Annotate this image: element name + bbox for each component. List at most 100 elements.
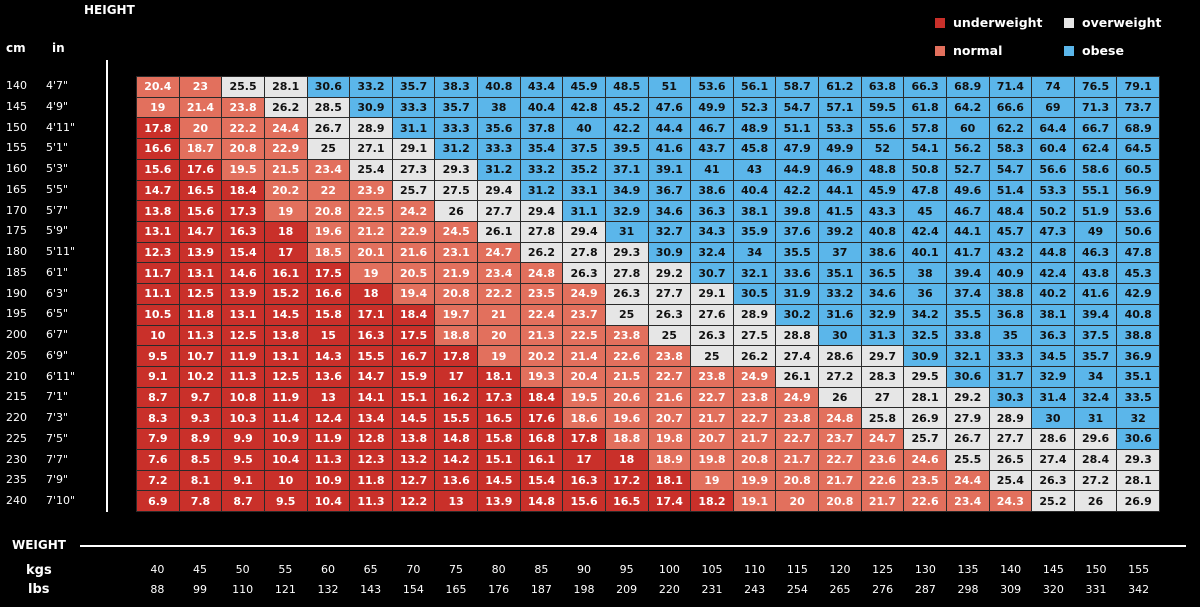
- bmi-cell-obese: 38.8: [989, 284, 1032, 304]
- bmi-cell-obese: 45: [904, 201, 946, 221]
- bmi-cell-normal: 23.8: [733, 387, 776, 408]
- bmi-cell-obese: 35.5: [946, 304, 989, 325]
- bmi-cell-underweight: 13.1: [264, 346, 307, 366]
- legend-label: underweight: [953, 15, 1043, 30]
- bmi-cell-obese: 71.3: [1074, 97, 1117, 118]
- height-cm-label: 210: [6, 369, 27, 383]
- bmi-cell-normal: 22.7: [819, 449, 861, 470]
- bmi-cell-underweight: 7.8: [179, 491, 222, 511]
- bmi-cell-obese: 35: [989, 325, 1032, 346]
- bmi-cell-obese: 42.8: [563, 97, 605, 118]
- weight-lbs-label: 187: [530, 583, 552, 596]
- bmi-cell-obese: 31.7: [989, 366, 1032, 387]
- height-in-label: 5'1": [46, 141, 69, 155]
- bmi-cell-overweight: 25.7: [904, 429, 946, 449]
- bmi-cell-underweight: 15.6: [563, 491, 605, 511]
- bmi-cell-overweight: 28.1: [1117, 470, 1159, 491]
- bmi-cell-underweight: 17: [435, 366, 477, 387]
- weight-lbs-label: 298: [957, 583, 979, 596]
- bmi-cell-obese: 49: [1074, 221, 1117, 242]
- bmi-cell-obese: 47.3: [1032, 221, 1074, 242]
- bmi-cell-normal: 18.9: [648, 449, 691, 470]
- bmi-cell-obese: 42.4: [1032, 263, 1074, 284]
- bmi-cell-obese: 32.9: [1032, 366, 1074, 387]
- weight-lbs-label: 198: [573, 583, 595, 596]
- bmi-cell-overweight: 27.2: [1074, 470, 1117, 491]
- bmi-cell-obese: 32.7: [648, 221, 691, 242]
- bmi-cell-underweight: 16.1: [520, 449, 563, 470]
- bmi-cell-normal: 20.8: [733, 449, 776, 470]
- bmi-cell-obese: 44.9: [776, 159, 818, 180]
- bmi-cell-normal: 23.5: [520, 284, 563, 304]
- weight-axis-title: WEIGHT: [12, 538, 66, 552]
- weight-lbs-label: 121: [274, 583, 296, 596]
- bmi-cell-underweight: 17.8: [435, 346, 477, 366]
- bmi-cell-normal: 21.2: [350, 221, 392, 242]
- bmi-cell-obese: 58.6: [1074, 159, 1117, 180]
- weight-lbs-label: 110: [232, 583, 254, 596]
- weight-lbs-label: 99: [192, 583, 207, 596]
- bmi-cell-obese: 38.6: [861, 242, 904, 263]
- bmi-cell-normal: 24.9: [563, 284, 605, 304]
- legend-normal: normal: [935, 43, 1002, 58]
- bmi-cell-obese: 36.7: [648, 180, 691, 201]
- bmi-cell-obese: 46.3: [1074, 242, 1117, 263]
- bmi-cell-normal: 23.8: [691, 366, 733, 387]
- bmi-cell-normal: 24.7: [861, 429, 904, 449]
- bmi-cell-normal: 24.2: [392, 201, 435, 221]
- bmi-cell-obese: 37.6: [776, 221, 818, 242]
- weight-kg-label: 130: [914, 563, 936, 576]
- weight-kg-label: 150: [1085, 563, 1107, 576]
- bmi-cell-underweight: 10.8: [222, 387, 264, 408]
- bmi-cell-obese: 38: [478, 97, 520, 118]
- bmi-cell-underweight: 11.9: [307, 429, 350, 449]
- bmi-cell-overweight: 25.5: [222, 77, 264, 97]
- normal-swatch: [935, 45, 945, 56]
- height-in-label: 6'7": [46, 328, 69, 342]
- bmi-cell-underweight: 13: [307, 387, 350, 408]
- bmi-cell-overweight: 29.4: [478, 180, 520, 201]
- legend-underweight: underweight: [935, 15, 1043, 30]
- in-unit-label: in: [52, 41, 65, 55]
- bmi-cell-obese: 39.2: [819, 221, 861, 242]
- bmi-cell-overweight: 26.9: [1117, 491, 1159, 511]
- bmi-cell-underweight: 11.4: [264, 408, 307, 429]
- bmi-cell-normal: 24.8: [520, 263, 563, 284]
- bmi-cell-underweight: 15.6: [179, 201, 222, 221]
- bmi-cell-overweight: 28.9: [733, 304, 776, 325]
- kgs-unit-label: kgs: [26, 563, 52, 578]
- bmi-cell-normal: 19.8: [648, 429, 691, 449]
- bmi-cell-overweight: 27.8: [605, 263, 648, 284]
- bmi-cell-underweight: 17.2: [605, 470, 648, 491]
- bmi-cell-obese: 35.6: [478, 118, 520, 139]
- bmi-cell-obese: 58.3: [989, 139, 1032, 159]
- bmi-cell-underweight: 12.5: [264, 366, 307, 387]
- bmi-cell-overweight: 29.7: [861, 346, 904, 366]
- bmi-cell-obese: 64.2: [946, 97, 989, 118]
- bmi-cell-overweight: 26.2: [264, 97, 307, 118]
- bmi-cell-overweight: 26.7: [946, 429, 989, 449]
- bmi-cell-overweight: 28.4: [1074, 449, 1117, 470]
- bmi-cell-normal: 20: [478, 325, 520, 346]
- bmi-cell-obese: 37.5: [1074, 325, 1117, 346]
- bmi-cell-obese: 31.6: [819, 304, 861, 325]
- bmi-cell-underweight: 17: [264, 242, 307, 263]
- bmi-cell-obese: 76.5: [1074, 77, 1117, 97]
- bmi-cell-normal: 24.6: [904, 449, 946, 470]
- bmi-cell-normal: 20.7: [691, 429, 733, 449]
- bmi-cell-normal: 23.7: [563, 304, 605, 325]
- bmi-cell-underweight: 12.8: [350, 429, 392, 449]
- overweight-swatch: [1064, 17, 1074, 28]
- height-in-label: 5'11": [46, 245, 76, 259]
- bmi-cell-normal: 24.3: [989, 491, 1032, 511]
- bmi-cell-obese: 56.2: [946, 139, 989, 159]
- bmi-cell-normal: 23.1: [435, 242, 477, 263]
- weight-lbs-label: 342: [1128, 583, 1150, 596]
- bmi-cell-obese: 30.7: [691, 263, 733, 284]
- bmi-cell-obese: 41.6: [1074, 284, 1117, 304]
- bmi-cell-obese: 35.7: [435, 97, 477, 118]
- bmi-cell-obese: 53.6: [691, 77, 733, 97]
- bmi-cell-obese: 37.5: [563, 139, 605, 159]
- bmi-cell-obese: 46.7: [946, 201, 989, 221]
- bmi-cell-overweight: 26.3: [605, 284, 648, 304]
